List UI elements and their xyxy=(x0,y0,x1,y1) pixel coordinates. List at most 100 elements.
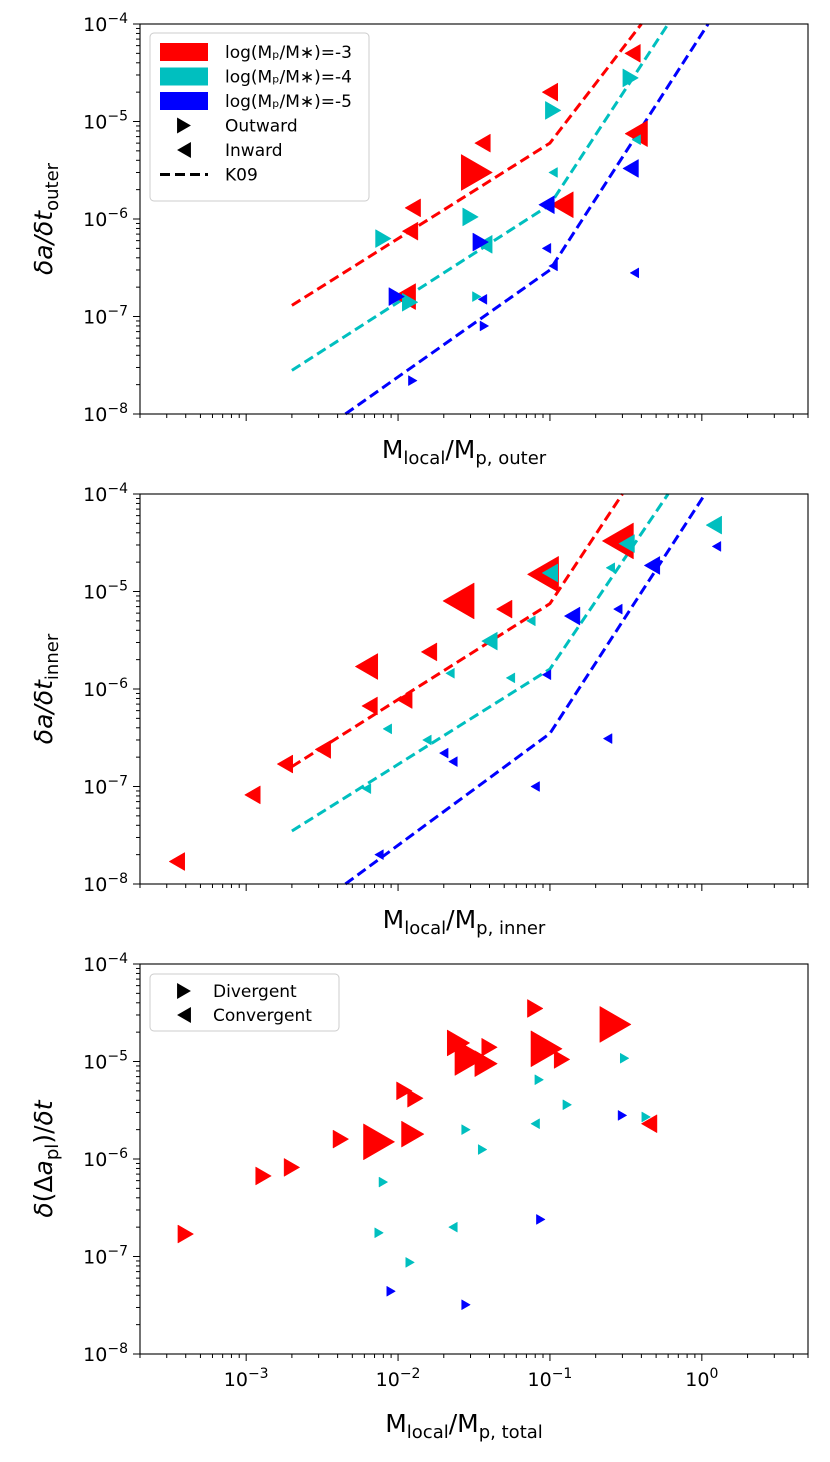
data-point xyxy=(420,642,438,662)
panel-outer: 10−8 10−7 10−6 10−5 10−4 Mlocal/Mp, outer δa/δ… xyxy=(29,11,809,469)
data-point xyxy=(386,1285,396,1297)
panel-inner: 10−8 10−7 10−6 10−5 10−4 Mlocal/Mp, inner δa/δ… xyxy=(29,481,809,939)
x-axis-label: Mlocal/Mp, outer xyxy=(382,435,547,469)
data-point xyxy=(705,515,722,535)
data-point xyxy=(361,696,378,716)
x-axis-label: Mlocal/Mp, inner xyxy=(383,905,546,939)
legend-label: log(Mₚ/M∗)=-4 xyxy=(225,68,352,88)
data-point xyxy=(618,534,635,554)
legend-left-triangle-icon xyxy=(177,1007,191,1023)
k09-line-m3 xyxy=(291,493,624,768)
panel-total: 10−3 10−2 10−1 100 10−8 10−7 10−6 10−5 10−4 Mloca… xyxy=(29,951,809,1443)
k09-line-m3 xyxy=(291,23,643,307)
data-point xyxy=(388,287,406,307)
y-tick-label: 10−6 xyxy=(83,206,128,231)
legend-label: Convergent xyxy=(213,1006,312,1026)
data-point xyxy=(445,667,455,679)
data-point xyxy=(631,134,641,146)
data-point xyxy=(374,1227,384,1239)
y-tick-label: 10−7 xyxy=(83,774,128,799)
data-point xyxy=(629,267,640,279)
legend-label: log(Mₚ/M∗)=-3 xyxy=(225,43,352,63)
data-point xyxy=(407,1088,424,1108)
data-point xyxy=(505,672,516,684)
y-tick-label: 10−8 xyxy=(83,871,128,896)
data-point xyxy=(314,739,331,759)
data-point xyxy=(448,1221,458,1233)
data-point xyxy=(479,320,490,332)
data-point xyxy=(541,563,558,583)
x-tick-label: 10−1 xyxy=(528,1366,573,1391)
y-tick-label: 10−5 xyxy=(83,1049,128,1074)
data-point xyxy=(378,1176,389,1188)
data-point xyxy=(401,221,419,241)
data-point xyxy=(448,756,458,768)
x-axis-label: Mlocal/Mp, total xyxy=(385,1409,543,1443)
legend-top: log(Mₚ/M∗)=-3 log(Mₚ/M∗)=-4 log(Mₚ/M∗)=-5 O… xyxy=(149,32,370,202)
y-tick-label: 10−5 xyxy=(83,109,128,134)
y-tick-label: 10−4 xyxy=(83,951,128,976)
data-point xyxy=(361,783,372,795)
data-point xyxy=(422,734,432,746)
data-point xyxy=(530,1118,540,1130)
legend-label: Inward xyxy=(225,141,283,161)
data-point xyxy=(538,195,555,215)
data-point xyxy=(563,606,581,626)
data-point xyxy=(244,785,261,805)
data-point xyxy=(495,599,513,619)
data-point xyxy=(404,198,421,218)
data-point xyxy=(527,999,544,1018)
data-point xyxy=(643,556,661,575)
data-point xyxy=(481,1037,498,1057)
data-point xyxy=(562,1099,573,1111)
legend-label: K09 xyxy=(225,166,258,186)
data-point xyxy=(477,293,488,305)
legend-left-triangle-icon xyxy=(177,142,191,158)
data-point xyxy=(408,375,418,387)
data-point xyxy=(462,207,479,227)
x-tick-label: 10−3 xyxy=(224,1366,269,1391)
y-tick-label: 10−6 xyxy=(83,676,128,701)
data-point xyxy=(363,1123,396,1161)
legend-right-triangle-icon xyxy=(177,117,191,134)
data-point xyxy=(526,615,536,627)
data-point xyxy=(332,1129,350,1149)
y-axis-label: δa/δtinner xyxy=(29,633,63,744)
data-point xyxy=(541,669,552,681)
legend-bottom: Divergent Convergent xyxy=(149,973,340,1032)
data-point xyxy=(530,781,540,792)
x-tick-label: 10−2 xyxy=(376,1366,421,1391)
data-point xyxy=(472,291,482,303)
data-point xyxy=(550,191,574,219)
data-point xyxy=(442,582,475,620)
y-tick-label: 10−8 xyxy=(83,1341,128,1366)
legend-label: log(Mₚ/M∗)=-5 xyxy=(225,92,352,112)
data-point xyxy=(375,229,392,248)
legend-label: Outward xyxy=(225,117,298,137)
data-point xyxy=(461,1299,471,1311)
k09-line-m5 xyxy=(344,493,707,886)
data-point xyxy=(617,1109,628,1121)
y-tick-label: 10−4 xyxy=(83,11,128,36)
data-point xyxy=(438,747,449,759)
data-point xyxy=(640,1114,658,1134)
y-tick-label: 10−6 xyxy=(83,1146,128,1171)
y-tick-label: 10−8 xyxy=(83,401,128,426)
data-point xyxy=(602,733,613,745)
data-point xyxy=(711,540,722,552)
data-point xyxy=(454,1039,487,1076)
legend-swatch xyxy=(160,92,208,110)
data-point xyxy=(474,1050,498,1078)
data-point xyxy=(477,1144,488,1155)
data-point xyxy=(402,292,419,312)
k09-line-m5 xyxy=(344,23,710,416)
y-tick-label: 10−7 xyxy=(83,1244,128,1269)
data-point xyxy=(624,43,641,63)
y-tick-label: 10−5 xyxy=(83,579,128,604)
k09-line-m4 xyxy=(291,493,670,833)
y-tick-label: 10−4 xyxy=(83,481,128,506)
y-axis-label: δ(Δapl)/δt xyxy=(29,1099,63,1217)
data-point xyxy=(541,82,558,102)
y-tick-label: 10−7 xyxy=(83,304,128,329)
